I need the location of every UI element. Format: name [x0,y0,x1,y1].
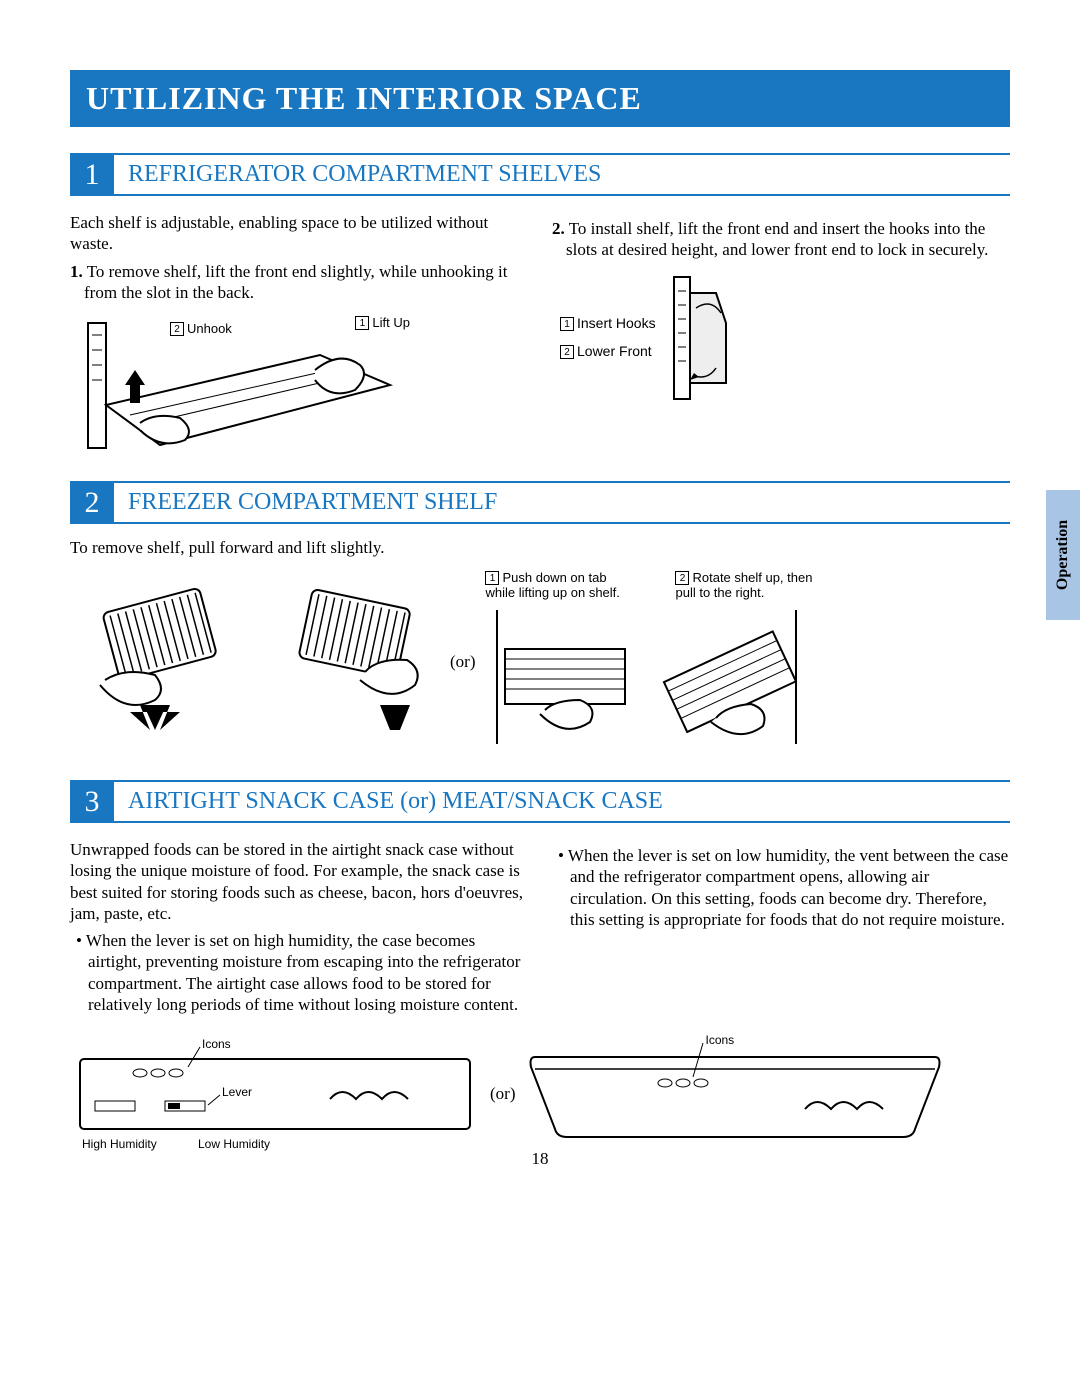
diagram-snack-case-right: Icons [525,1029,945,1159]
callout-num: 2 [170,322,184,336]
step-text: 1. To remove shelf, lift the front end s… [70,261,528,304]
callout-num: 1 [560,317,574,331]
section-header-2: 2 FREEZER COMPARTMENT SHELF [70,481,1010,524]
side-tab-operation: Operation [1046,490,1080,620]
callout-num: 2 [675,571,689,585]
callout-num: 2 [560,345,574,359]
section-2-intro: To remove shelf, pull forward and lift s… [70,538,1010,558]
section-1-left: Each shelf is adjustable, enabling space… [70,212,528,455]
figure-label: Icons [202,1037,231,1051]
step-num: 1. [70,262,83,281]
figure-labels: 1Insert Hooks 2Lower Front [560,315,656,360]
intro-text: Each shelf is adjustable, enabling space… [70,212,528,255]
side-tab-label: Operation [1054,520,1072,590]
step-num: 2. [552,219,565,238]
paragraph: Unwrapped foods can be stored in the air… [70,839,528,924]
section-1-content: Each shelf is adjustable, enabling space… [70,212,1010,455]
figure-label: Icons [705,1033,734,1047]
callout-label: Insert Hooks [577,315,656,331]
section-header-1: 1 REFRIGERATOR COMPARTMENT SHELVES [70,153,1010,196]
figure-label: Lever [222,1085,252,1099]
callout-label: Push down on tab while lifting up on she… [485,570,619,600]
freezer-right-group: 1Push down on tab while lifting up on sh… [485,570,1010,754]
page-title: UTILIZING THE INTERIOR SPACE [70,70,1010,127]
section-3-figures: Icons Lever High Humidity Low Humidity (… [70,1029,1010,1159]
section-1-right: 2. To install shelf, lift the front end … [552,212,1010,455]
figure-remove-shelf: 2Unhook 1Lift Up [70,315,528,455]
section-number: 2 [70,483,114,522]
section-2-figures: (or) 1Push down on tab while lifting up … [70,570,1010,754]
bullet-text: • When the lever is set on high humidity… [70,930,528,1015]
step-body: To remove shelf, lift the front end slig… [84,262,507,302]
section-3-left: Unwrapped foods can be stored in the air… [70,839,528,1015]
figure-labels-row: 1Push down on tab while lifting up on sh… [485,570,1010,600]
section-title: FREEZER COMPARTMENT SHELF [114,483,511,522]
figure-install-shelf: 1Insert Hooks 2Lower Front [552,273,1010,403]
callout-num: 1 [485,571,499,585]
section-3-content: Unwrapped foods can be stored in the air… [70,839,1010,1015]
or-label: (or) [450,652,475,672]
step-body: To install shelf, lift the front end and… [566,219,988,259]
diagram-freezer-pull-1 [70,570,250,740]
manual-page: UTILIZING THE INTERIOR SPACE 1 REFRIGERA… [0,0,1080,1199]
or-label: (or) [490,1084,515,1104]
page-number: 18 [0,1149,1080,1169]
callout-label: Lift Up [372,315,410,330]
diagram-freezer-alt-1 [485,604,645,754]
section-3-right: • When the lever is set on low humidity,… [552,839,1010,1015]
callout-label: Unhook [187,321,232,336]
section-title: AIRTIGHT SNACK CASE (or) MEAT/SNACK CASE [114,782,677,821]
diagram-freezer-pull-2 [260,570,440,740]
diagram-snack-case-left: Icons Lever High Humidity Low Humidity [70,1029,480,1159]
section-number: 1 [70,155,114,194]
diagram-freezer-alt-2 [651,604,811,754]
section-header-3: 3 AIRTIGHT SNACK CASE (or) MEAT/SNACK CA… [70,780,1010,823]
section-title: REFRIGERATOR COMPARTMENT SHELVES [114,155,615,194]
diagram-install-shelf [666,273,756,403]
diagram-remove-shelf: 2Unhook 1Lift Up [70,315,410,455]
section-number: 3 [70,782,114,821]
callout-label: Lower Front [577,343,652,359]
callout-num: 1 [355,316,369,330]
callout-label: Rotate shelf up, then pull to the right. [675,570,812,600]
step-text: 2. To install shelf, lift the front end … [552,218,1010,261]
bullet-text: • When the lever is set on low humidity,… [552,845,1010,930]
